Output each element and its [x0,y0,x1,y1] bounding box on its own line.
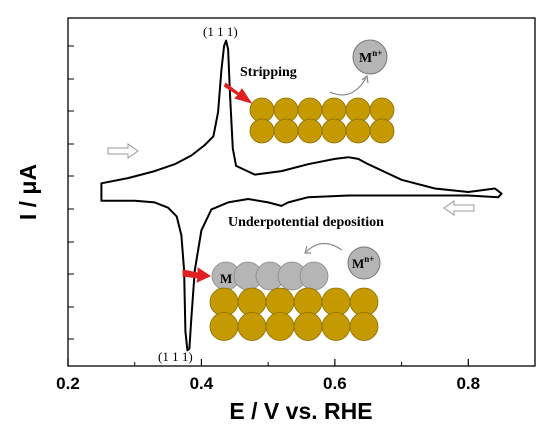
gold-atom [321,287,351,317]
gold-atom [321,97,347,123]
deposition-red-arrow-icon [182,267,212,283]
deposition-ion-label: Mn+ [352,254,374,271]
stripping-caption: Stripping [240,65,297,80]
cv-curve [100,39,503,352]
gold-atom [369,118,395,144]
deposition-caption: Underpotential deposition [228,215,384,230]
x-tick-label: 0.2 [56,374,80,393]
gold-atom [273,97,299,123]
gold-atom [349,287,379,317]
gold-atom [297,97,323,123]
gold-atom [297,118,323,144]
gold-atom [349,312,379,341]
gold-atom [265,312,295,341]
deposition-curved-arrow-icon [305,242,343,253]
gold-atom [265,287,295,317]
peak-label-top: (1 1 1) [203,24,238,39]
stripping-ion-label: Mn+ [359,48,382,66]
gold-atom [209,287,239,317]
adatom [299,261,329,291]
stripping-red-arrow-icon [223,82,253,104]
peak-label-bottom: (1 1 1) [158,349,193,364]
deposition-curved-arrow-head-icon [304,245,311,254]
x-tick-label: 0.4 [190,374,214,393]
gold-atom [237,287,267,317]
gold-atom [237,312,267,341]
gold-atom [345,118,371,144]
x-tick-label: 0.6 [323,374,347,393]
gold-atom [369,97,395,123]
plot-frame [67,17,536,367]
deposition-gold-cluster [209,261,379,341]
axis-ticks: 0.2 0.4 0.6 0.8 [56,45,536,393]
gold-atom [249,97,275,123]
stripping-curved-arrow-icon [329,77,367,96]
gold-atom [321,312,351,341]
stripping-gold-cluster [249,97,395,144]
gold-atom [321,118,347,144]
gold-atom [273,118,299,144]
y-axis-title: I / μA [15,164,41,220]
sweep-direction-arrow-left-icon [443,200,475,216]
x-tick-label: 0.8 [456,374,480,393]
gold-atom [293,287,323,317]
gold-atom [345,97,371,123]
adatom-label: M [220,271,232,286]
gold-atom [293,312,323,341]
x-axis-title: E / V vs. RHE [229,398,372,424]
gold-atom [209,312,239,341]
deposition-ion-icon [347,246,381,280]
stripping-curved-arrow-head-icon [361,74,369,84]
sweep-direction-arrow-right-icon [107,143,139,159]
stripping-ion-icon [352,39,388,75]
gold-atom [249,118,275,144]
